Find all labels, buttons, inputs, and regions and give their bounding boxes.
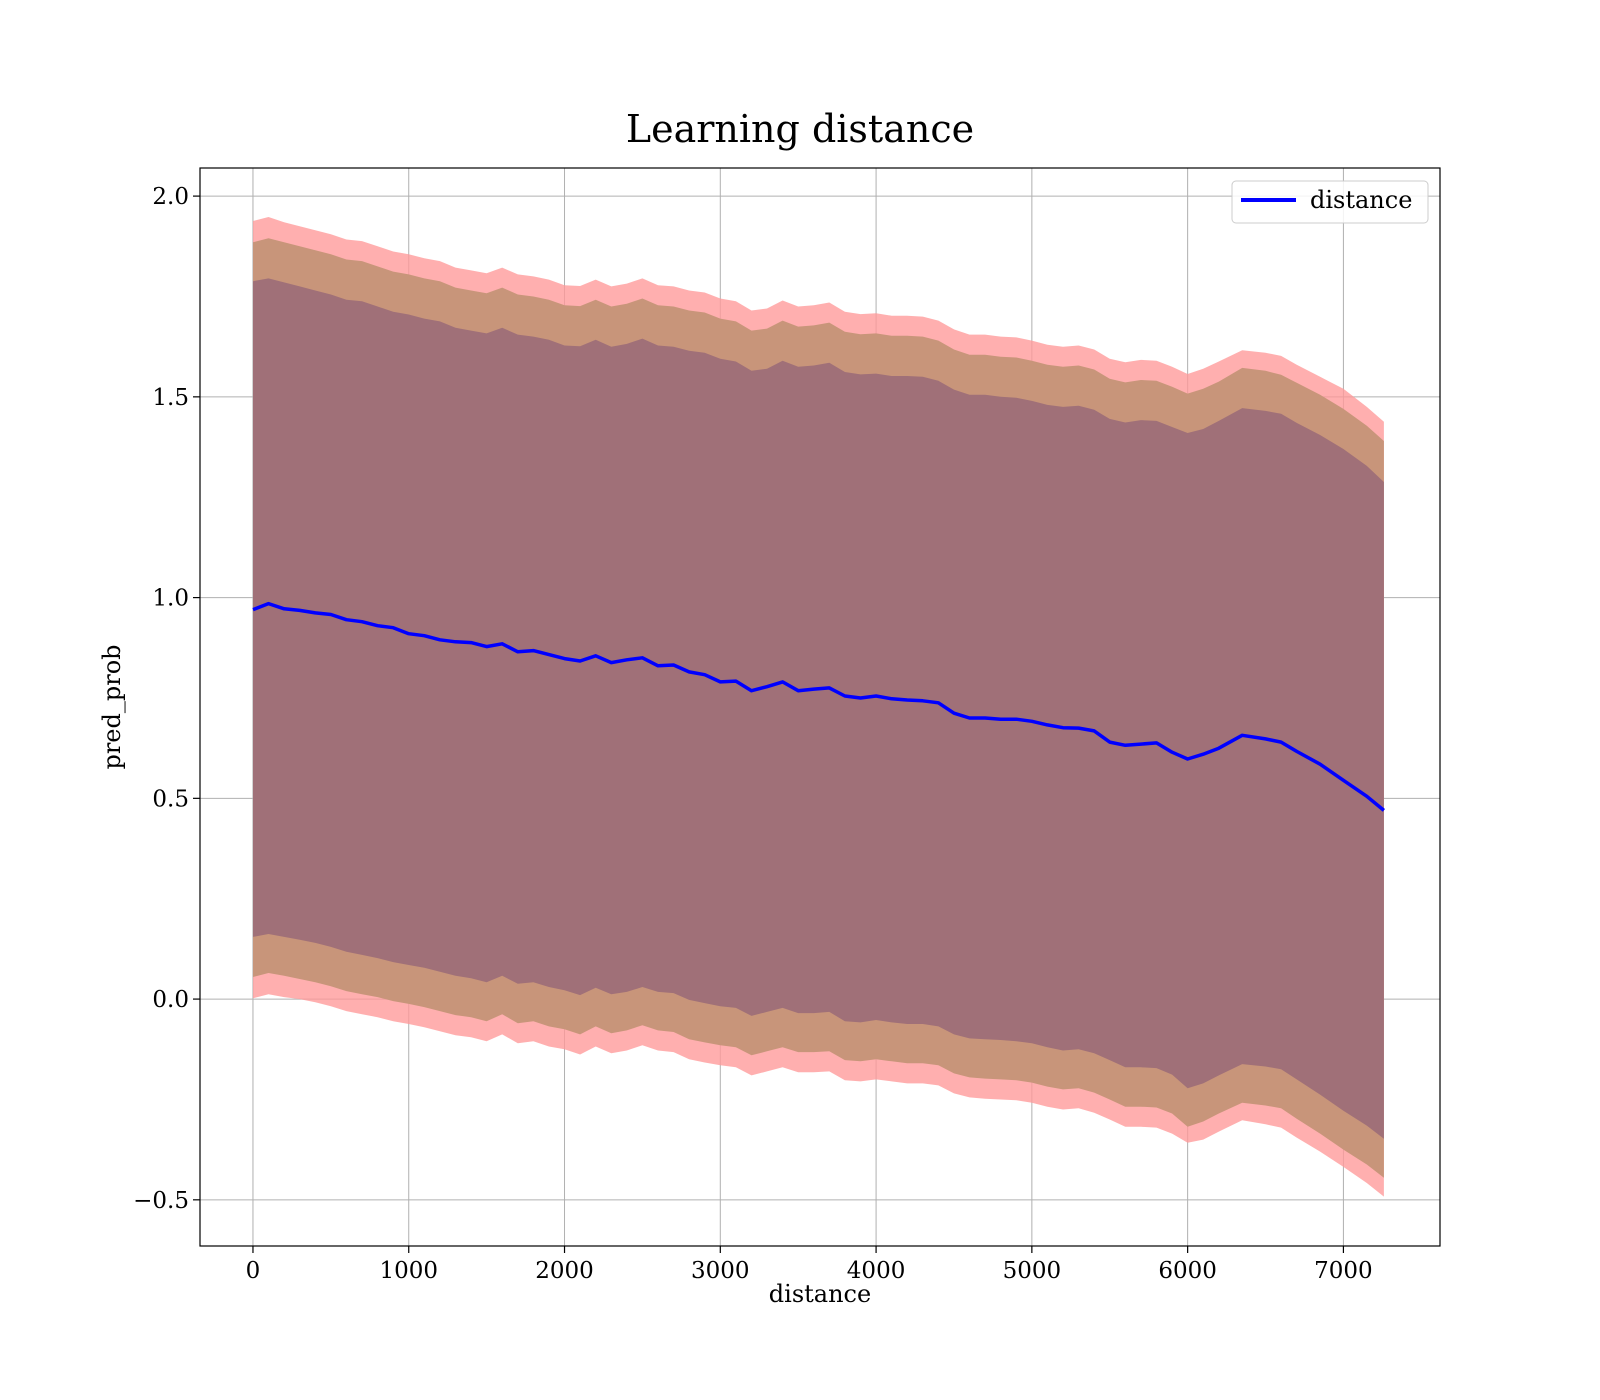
series-line-distance [252, 601, 1386, 812]
series-lines [252, 601, 1386, 812]
legend: distance [1231, 180, 1429, 224]
chart-title: Learning distance [626, 107, 974, 151]
confidence-bands [253, 217, 1384, 1197]
x-axis: 0 1000 2000 3000 4000 5000 6000 7000 [246, 1246, 1373, 1284]
x-tick-label: 4000 [847, 1258, 906, 1284]
x-tick-label: 3000 [691, 1258, 750, 1284]
x-tick-label: 1000 [379, 1258, 438, 1284]
y-tick-label: 2.0 [152, 184, 189, 210]
y-tick-label: 1.5 [152, 385, 189, 411]
legend-label: distance [1310, 186, 1412, 214]
y-tick-label: −0.5 [133, 1188, 189, 1214]
x-tick-label: 7000 [1314, 1258, 1373, 1284]
y-tick-label: 0.0 [152, 987, 189, 1013]
y-axis-label: pred_prob [98, 644, 126, 769]
y-tick-label: 1.0 [152, 586, 189, 612]
band-inner [253, 278, 1384, 1139]
x-tick-label: 0 [246, 1258, 261, 1284]
y-axis: 2.0 1.5 1.0 0.5 0.0 −0.5 [133, 184, 200, 1214]
x-tick-label: 5000 [1003, 1258, 1062, 1284]
x-axis-label: distance [769, 1280, 871, 1308]
x-tick-label: 2000 [535, 1258, 594, 1284]
y-tick-label: 0.5 [152, 786, 189, 812]
plot-frame [199, 167, 1441, 1247]
legend-box [1231, 180, 1429, 224]
x-tick-label: 6000 [1158, 1258, 1217, 1284]
